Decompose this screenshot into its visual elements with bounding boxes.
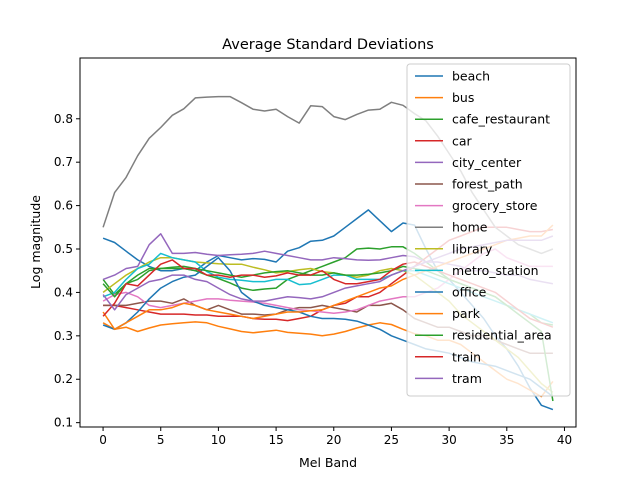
legend-label: car [452,133,473,148]
x-tick-label: 15 [268,433,283,447]
legend-label: tram [452,371,482,386]
x-tick-label: 5 [157,433,165,447]
y-tick-label: 0.6 [54,199,73,213]
x-tick-label: 0 [99,433,107,447]
legend-label: park [452,306,481,321]
x-axis: 0 5 10 15 20 25 30 35 40 [99,427,572,447]
x-tick-label: 10 [211,433,226,447]
legend-label: forest_path [452,177,523,192]
legend-label: residential_area [452,328,552,343]
legend-label: city_center [452,155,522,170]
legend-label: metro_station [452,263,539,278]
y-axis: 0.1 0.2 0.3 0.4 0.5 0.6 0.7 0.8 [54,112,80,430]
y-tick-label: 0.7 [54,155,73,169]
y-axis-label: Log magnitude [28,195,43,289]
y-tick-label: 0.1 [54,416,73,430]
x-tick-label: 40 [557,433,572,447]
legend-label: cafe_restaurant [452,112,550,127]
legend-box [406,63,571,397]
legend-label: beach [452,69,490,84]
x-axis-label: Mel Band [299,455,357,470]
legend-label: bus [452,90,474,105]
legend-label: train [452,349,481,364]
chart-title: Average Standard Deviations [222,37,434,53]
legend-label: home [452,220,488,235]
y-tick-label: 0.8 [54,112,73,126]
x-tick-label: 30 [441,433,456,447]
legend-label: office [452,285,487,300]
x-tick-label: 35 [499,433,514,447]
y-tick-label: 0.5 [54,242,73,256]
legend-label: grocery_store [452,198,538,213]
x-tick-label: 25 [384,433,399,447]
y-tick-label: 0.3 [54,329,73,343]
y-tick-label: 0.4 [54,285,73,299]
x-tick-label: 20 [326,433,341,447]
legend-label: library [452,241,493,256]
y-tick-label: 0.2 [54,372,73,386]
plot-frame [79,57,577,428]
